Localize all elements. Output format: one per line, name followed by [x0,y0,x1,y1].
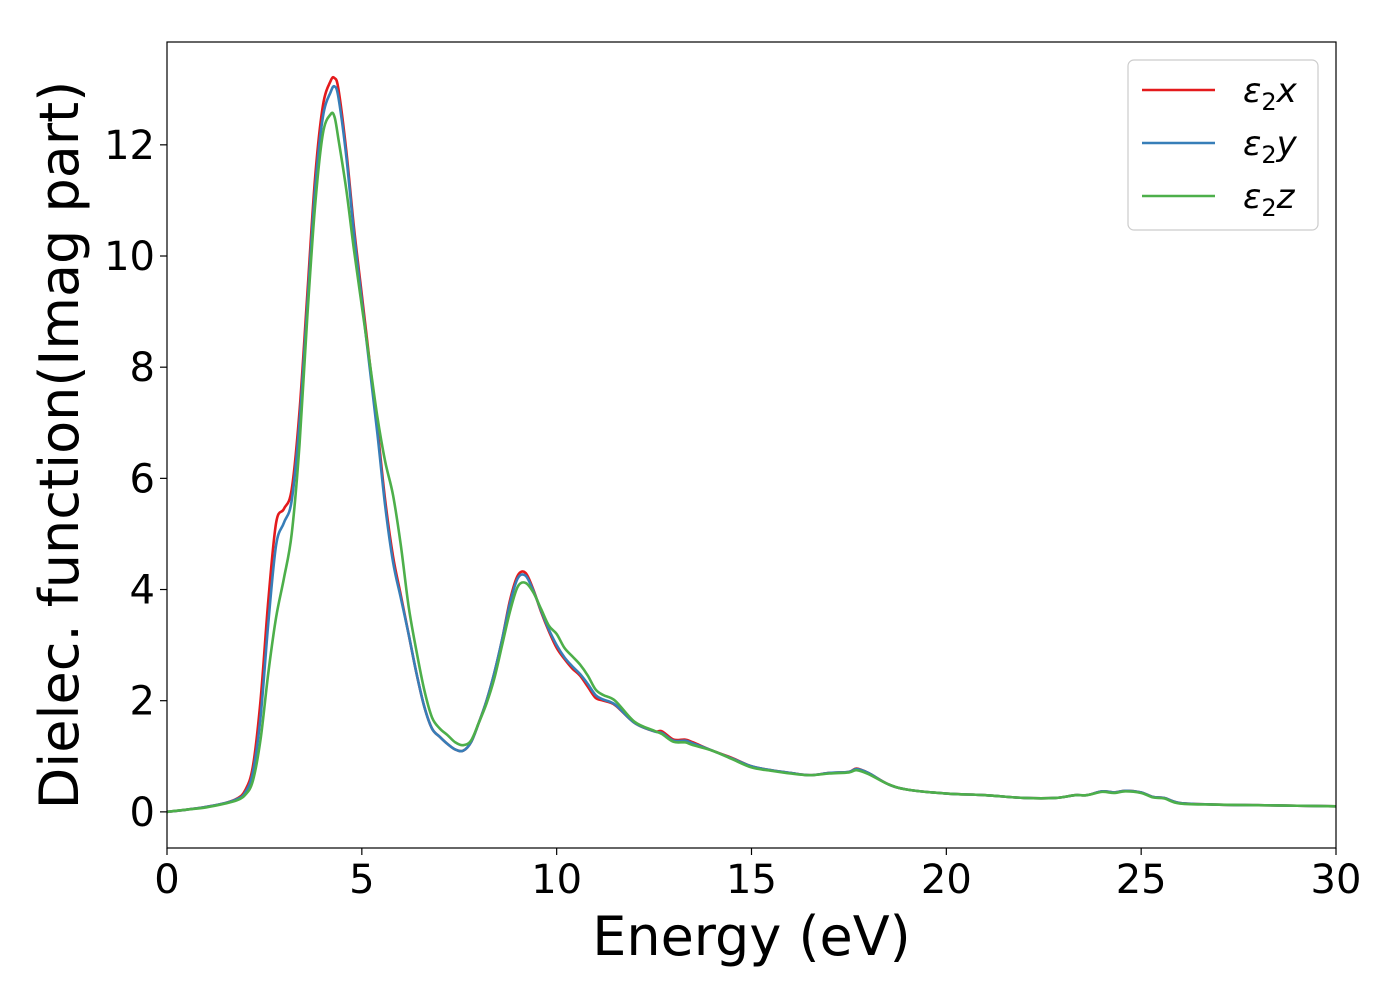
series-layer [167,75,1336,814]
x-axis-title: Energy (eV) [592,905,911,968]
legend: ε2x ε2y ε2z [1127,59,1319,231]
y-axis-title: Dielec. function(Imag part) [28,81,91,810]
x-tick-label: 10 [531,857,582,903]
x-tick-label: 0 [154,857,179,903]
x-tick-label: 15 [726,857,777,903]
x-tick-label: 25 [1116,857,1167,903]
y-tick-label: 4 [130,568,155,614]
x-tick-label: 5 [349,857,374,903]
legend-label-z: ε2z [1243,177,1296,222]
legend-box [1127,59,1319,231]
x-tick-label: 30 [1311,857,1362,903]
y-tick-label: 12 [104,123,155,169]
x-tick-label: 20 [921,857,972,903]
y-tick-label: 0 [130,790,155,836]
legend-label-x: ε2x [1243,71,1298,116]
x-axis: 0 5 10 15 20 25 30 [154,848,1361,903]
legend-label-y: ε2y [1243,124,1298,169]
series-line-z [167,111,1336,814]
y-tick-label: 2 [130,679,155,725]
y-tick-label: 6 [130,456,155,502]
y-tick-label: 10 [104,234,155,280]
y-tick-label: 8 [130,345,155,391]
y-axis: 0 2 4 6 8 10 12 [104,123,167,836]
